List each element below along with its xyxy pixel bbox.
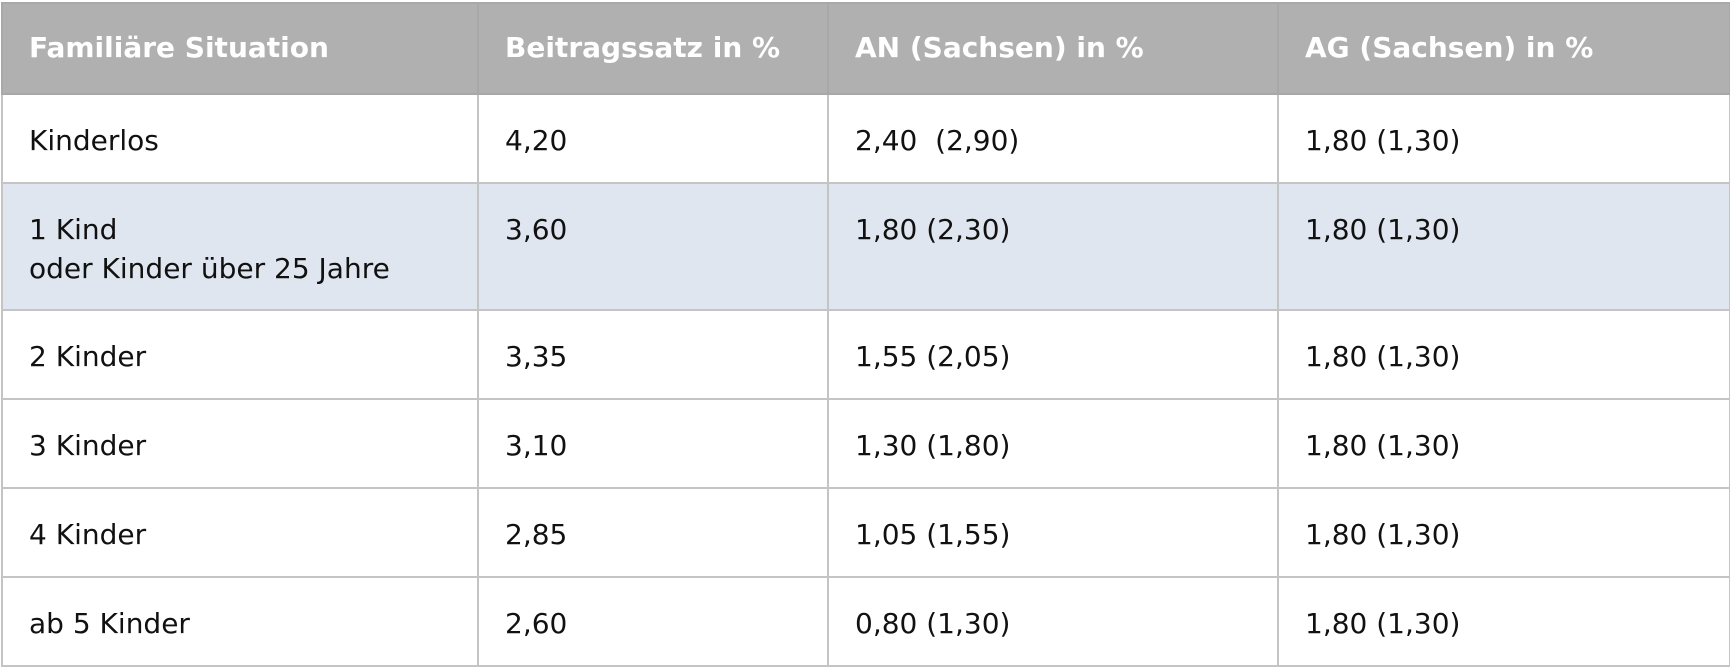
table-cell: 0,80 (1,30)	[827, 576, 1279, 667]
table-cell: 1 Kind oder Kinder über 25 Jahre	[1, 182, 479, 311]
cell-text: 1,80 (1,30)	[1305, 124, 1461, 157]
cell-text: 3,35	[505, 340, 568, 373]
cell-text: 3,60	[505, 213, 568, 246]
cell-text: 1,80 (1,30)	[1305, 340, 1461, 373]
cell-text: oder Kinder über 25 Jahre	[29, 252, 390, 285]
table-cell: 3,60	[477, 182, 829, 311]
cell-text: 1,55 (2,05)	[855, 340, 1011, 373]
table-cell: 1,80 (1,30)	[1277, 398, 1730, 489]
table-cell: 4 Kinder	[1, 487, 479, 578]
table-row: 1 Kind oder Kinder über 25 Jahre 3,60 1,80 …	[1, 182, 1730, 311]
table-cell: 3 Kinder	[1, 398, 479, 489]
table-row: 3 Kinder 3,10 1,30 (1,80) 1,80 (1,30)	[1, 398, 1730, 489]
cell-text: 3 Kinder	[29, 429, 147, 462]
cell-text: 2,40 (2,90)	[855, 124, 1020, 157]
cell-text: 2 Kinder	[29, 340, 147, 373]
cell-text: 1,80 (2,30)	[855, 213, 1011, 246]
table-cell: 2,60	[477, 576, 829, 667]
cell-text: 4,20	[505, 124, 568, 157]
table-row: 4 Kinder 2,85 1,05 (1,55) 1,80 (1,30)	[1, 487, 1730, 578]
cell-text: 1,80 (1,30)	[1305, 607, 1461, 640]
table-cell: 2,85	[477, 487, 829, 578]
table-cell: 1,80 (1,30)	[1277, 93, 1730, 184]
table-cell: 1,80 (2,30)	[827, 182, 1279, 311]
table-cell: 3,35	[477, 309, 829, 400]
cell-text: 1,30 (1,80)	[855, 429, 1011, 462]
table-row: 2 Kinder 3,35 1,55 (2,05) 1,80 (1,30)	[1, 309, 1730, 400]
header-row: Familiäre Situation Beitragssatz in % AN (…	[1, 2, 1730, 95]
cell-text: 4 Kinder	[29, 518, 147, 551]
cell-text: 1 Kind	[29, 213, 118, 246]
table-cell: 4,20	[477, 93, 829, 184]
header-cell: Beitragssatz in %	[477, 2, 829, 95]
cell-text: ab 5 Kinder	[29, 607, 190, 640]
table-cell: 2,40 (2,90)	[827, 93, 1279, 184]
cell-text: 1,80 (1,30)	[1305, 213, 1461, 246]
table-cell: 1,80 (1,30)	[1277, 487, 1730, 578]
table-cell: 3,10	[477, 398, 829, 489]
table-cell: 1,05 (1,55)	[827, 487, 1279, 578]
table-row: Kinderlos 4,20 2,40 (2,90) 1,80 (1,30)	[1, 93, 1730, 184]
header-cell: AG (Sachsen) in %	[1277, 2, 1730, 95]
table-row: ab 5 Kinder 2,60 0,80 (1,30) 1,80 (1,30)	[1, 576, 1730, 667]
table-body: Kinderlos 4,20 2,40 (2,90) 1,80 (1,30) 1 Kin…	[1, 93, 1730, 667]
table-cell: 1,55 (2,05)	[827, 309, 1279, 400]
header-cell: Familiäre Situation	[1, 2, 479, 95]
table-cell: 1,80 (1,30)	[1277, 182, 1730, 311]
cell-text: 1,80 (1,30)	[1305, 518, 1461, 551]
table-cell: ab 5 Kinder	[1, 576, 479, 667]
cell-text: 0,80 (1,30)	[855, 607, 1011, 640]
cell-text: 3,10	[505, 429, 568, 462]
cell-text: 2,85	[505, 518, 568, 551]
cell-text: 2,60	[505, 607, 568, 640]
table-cell: 1,30 (1,80)	[827, 398, 1279, 489]
cell-text: 1,80 (1,30)	[1305, 429, 1461, 462]
table-cell: 1,80 (1,30)	[1277, 309, 1730, 400]
cell-text: 1,05 (1,55)	[855, 518, 1011, 551]
table-cell: 2 Kinder	[1, 309, 479, 400]
table-cell: Kinderlos	[1, 93, 479, 184]
table-cell: 1,80 (1,30)	[1277, 576, 1730, 667]
header-cell: AN (Sachsen) in %	[827, 2, 1279, 95]
cell-text: Kinderlos	[29, 124, 159, 157]
